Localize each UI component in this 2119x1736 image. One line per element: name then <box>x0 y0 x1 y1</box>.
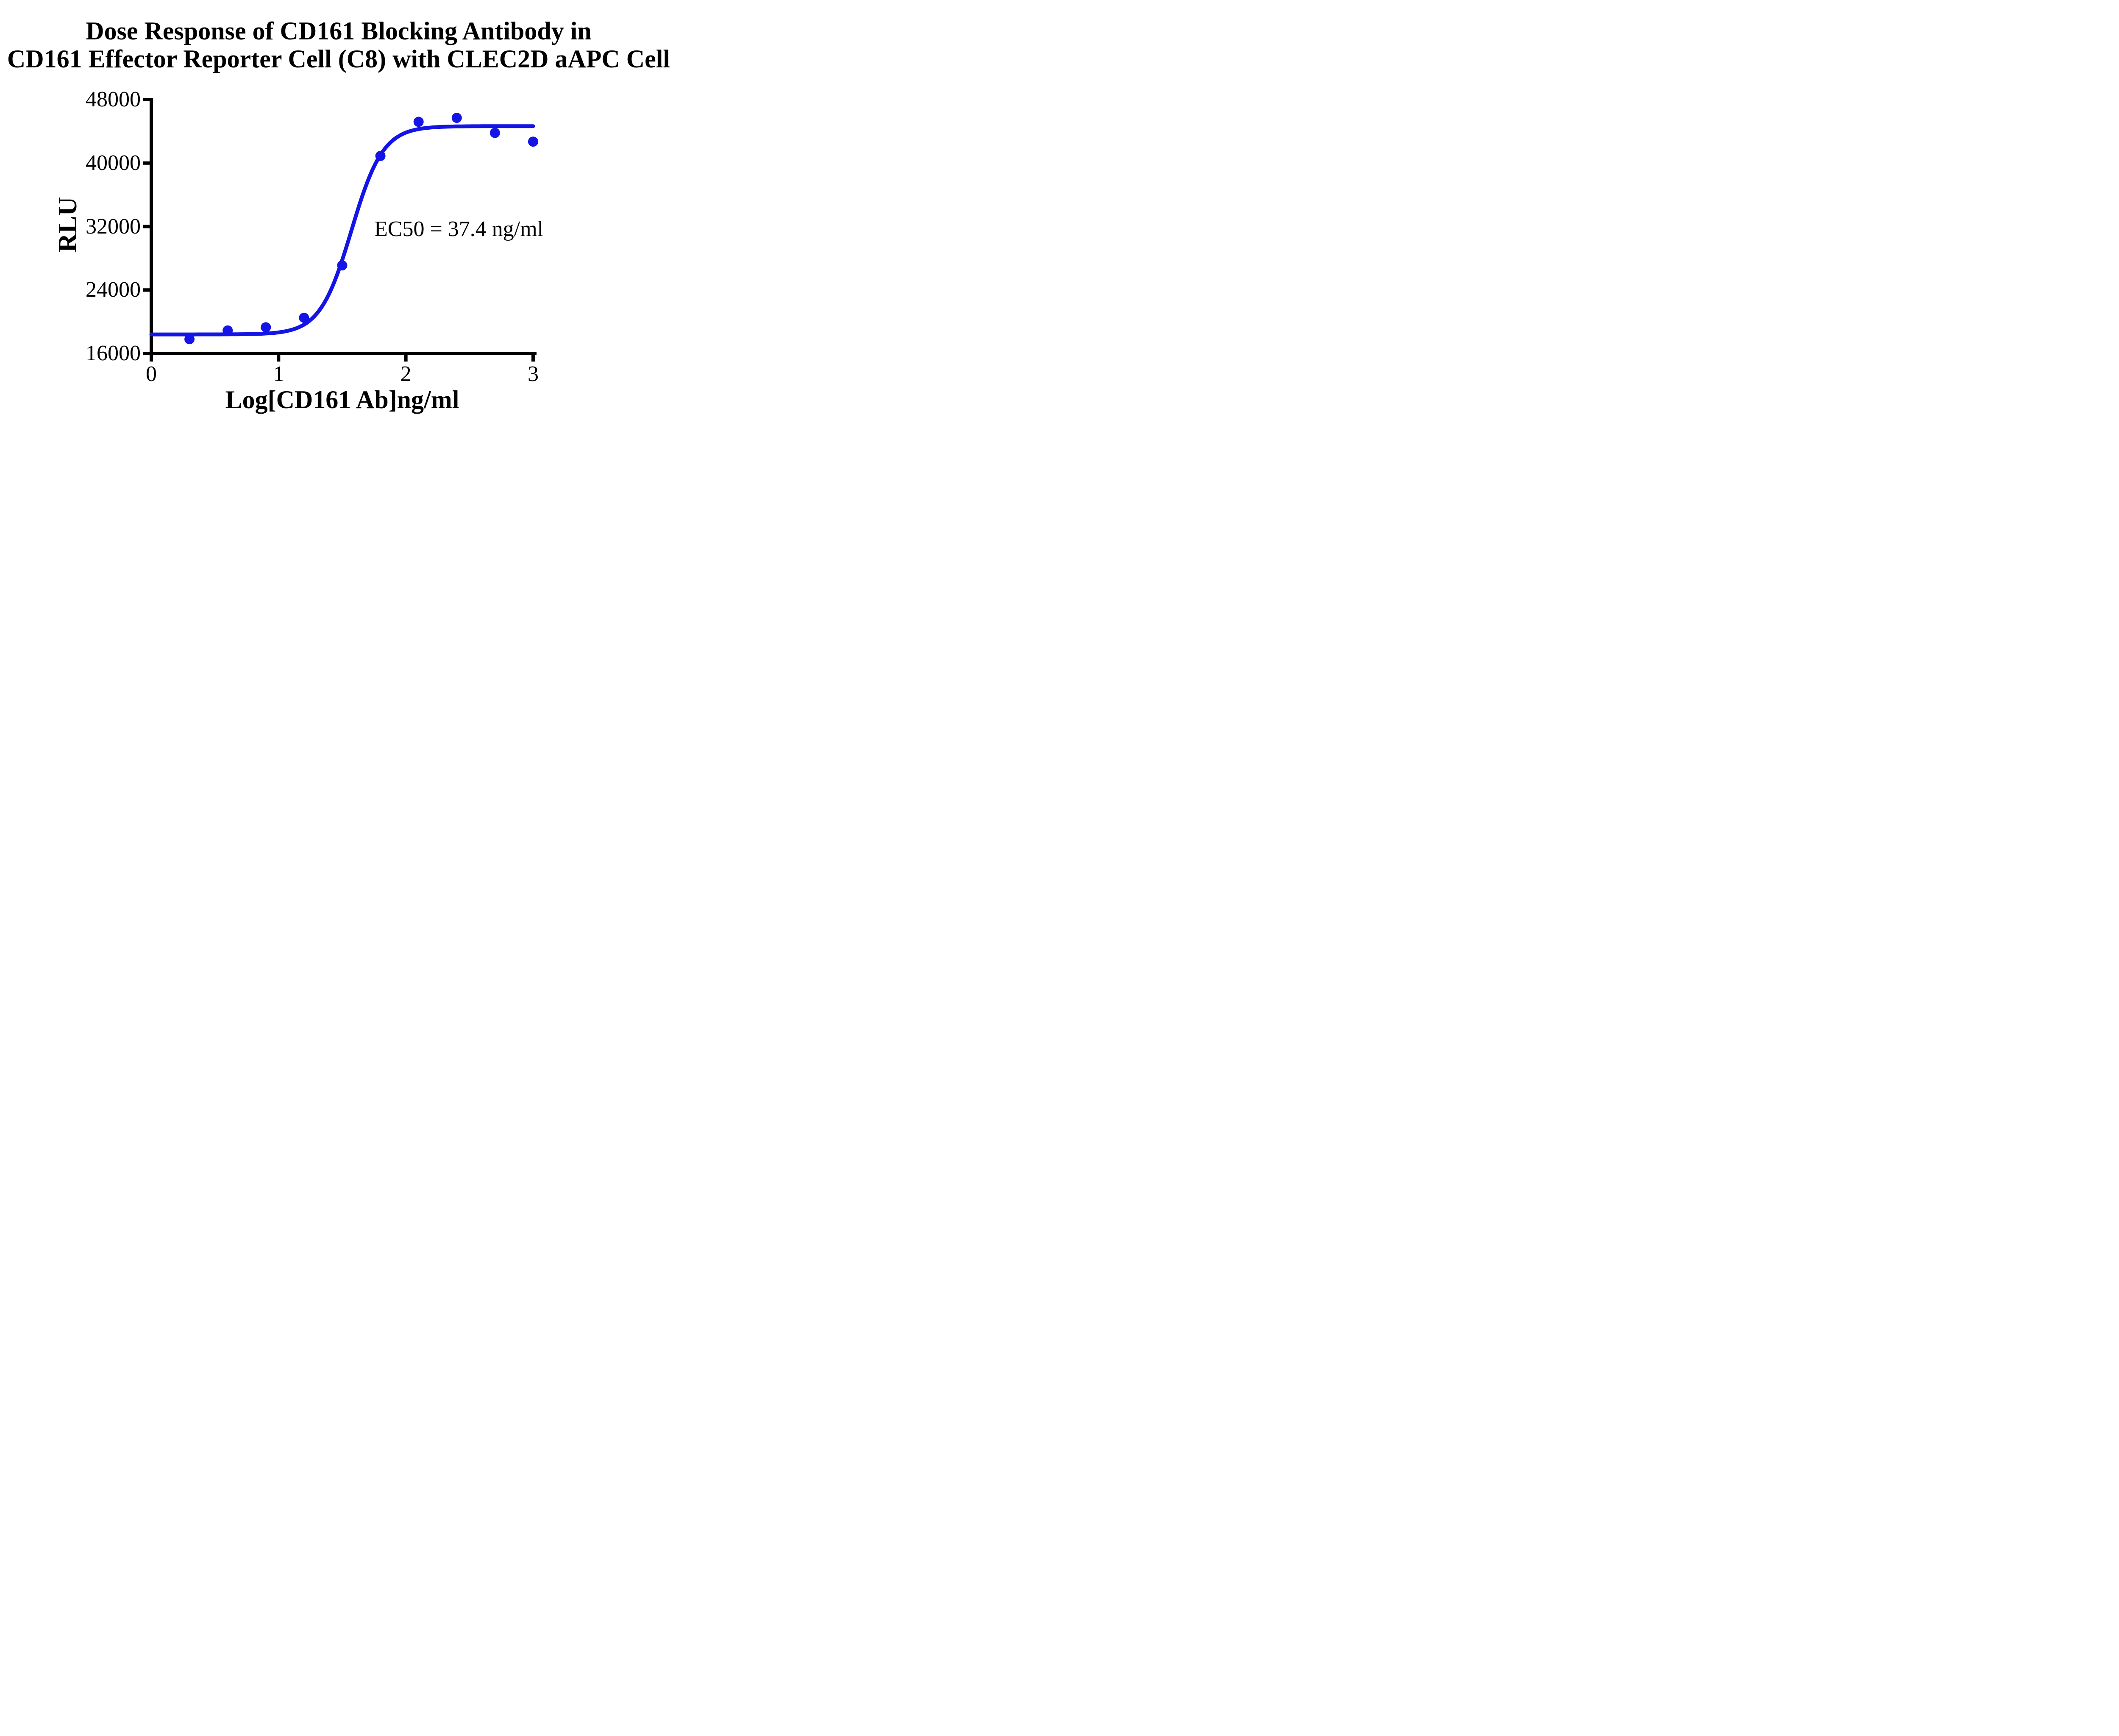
data-point <box>299 312 309 323</box>
data-point <box>184 334 195 345</box>
x-axis-label: Log[CD161 Ab]ng/ml <box>225 386 459 414</box>
y-tick-label: 40000 <box>86 150 141 175</box>
y-tick-label: 32000 <box>86 214 141 239</box>
plot-area <box>143 98 538 362</box>
data-point <box>222 325 233 336</box>
x-tick-label: 3 <box>527 362 539 386</box>
y-tick-label: 16000 <box>86 341 141 365</box>
x-tick-label: 2 <box>400 362 412 386</box>
y-tick-label: 48000 <box>86 87 141 111</box>
x-tick-label: 0 <box>146 362 157 386</box>
data-point <box>451 113 462 123</box>
data-point <box>375 150 386 161</box>
dose-response-figure: Dose Response of CD161 Blocking Antibody… <box>0 0 677 434</box>
fit-curve <box>149 124 535 337</box>
y-tick-label: 24000 <box>86 278 141 302</box>
data-point <box>413 117 424 127</box>
data-point <box>489 128 500 138</box>
ec50-annotation: EC50 = 37.4 ng/ml <box>374 217 544 241</box>
chart-title-line1: Dose Response of CD161 Blocking Antibody… <box>86 17 592 45</box>
data-point <box>337 260 348 271</box>
chart-title: Dose Response of CD161 Blocking Antibody… <box>0 17 677 73</box>
chart-title-line2: CD161 Effector Reporter Cell (C8) with C… <box>7 45 670 73</box>
data-point <box>261 322 271 333</box>
data-point <box>528 136 538 147</box>
x-tick-label: 1 <box>273 362 284 386</box>
